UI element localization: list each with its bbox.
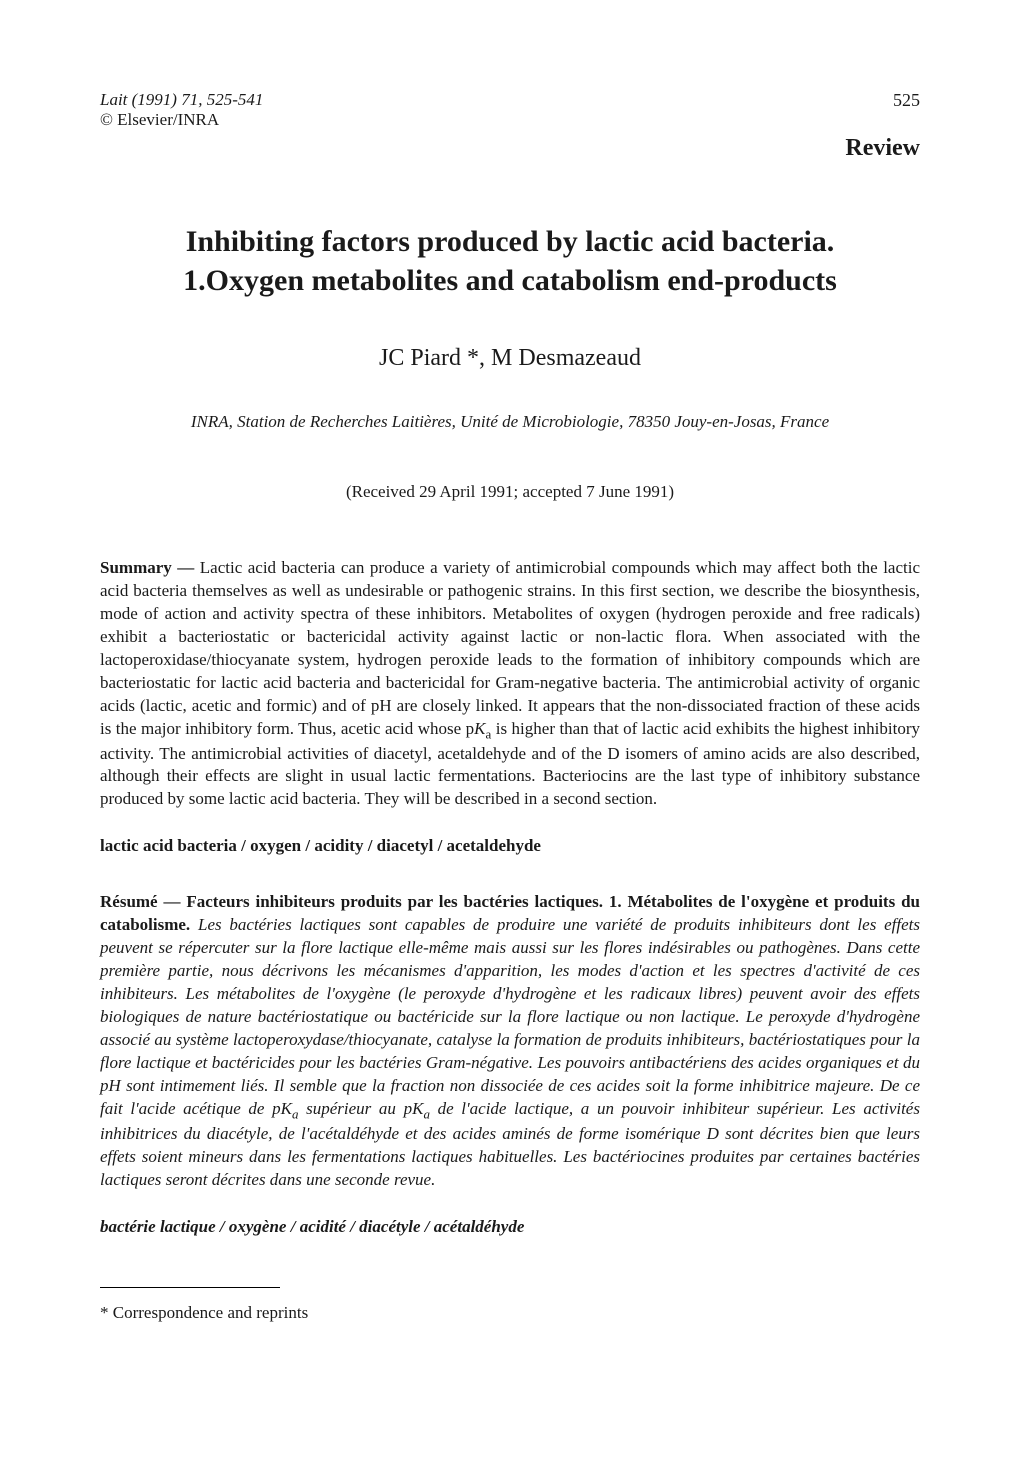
pka-K-fr2: K (412, 1099, 423, 1118)
received-accepted-dates: (Received 29 April 1991; accepted 7 June… (100, 482, 920, 502)
journal-citation: Lait (1991) 71, 525-541 (100, 90, 263, 110)
title-line-2: 1.Oxygen metabolites and catabolism end-… (183, 264, 837, 297)
summary-label: Summary — (100, 558, 194, 577)
pka-K-fr1: K (281, 1099, 292, 1118)
resume-block: Résumé — Facteurs inhibiteurs produits p… (100, 891, 920, 1191)
resume-body-2: supérieur au p (298, 1099, 412, 1118)
article-title: Inhibiting factors produced by lactic ac… (100, 222, 920, 300)
keywords-english: lactic acid bacteria / oxygen / acidity … (100, 836, 920, 856)
summary-block: Summary — Lactic acid bacteria can produ… (100, 557, 920, 811)
keywords-french: bactérie lactique / oxygène / acidité / … (100, 1217, 920, 1237)
authors: JC Piard *, M Desmazeaud (100, 345, 920, 372)
resume-label: Résumé — (100, 892, 180, 911)
footnote-separator (100, 1287, 280, 1288)
affiliation: INRA, Station de Recherches Laitières, U… (100, 412, 920, 432)
pka-symbol: K (474, 719, 485, 738)
journal-block: Lait (1991) 71, 525-541 © Elsevier/INRA (100, 90, 263, 130)
copyright: © Elsevier/INRA (100, 110, 263, 130)
journal-citation-text: Lait (1991) 71, 525-541 (100, 90, 263, 109)
article-type: Review (100, 135, 920, 162)
header-row: Lait (1991) 71, 525-541 © Elsevier/INRA … (100, 90, 920, 130)
summary-text-1: Lactic acid bacteria can produce a varie… (100, 558, 920, 738)
resume-body-1: Les bactéries lactiques sont capables de… (100, 915, 920, 1118)
page-number: 525 (893, 90, 920, 111)
title-line-1: Inhibiting factors produced by lactic ac… (186, 225, 835, 258)
correspondence-footnote: * Correspondence and reprints (100, 1303, 920, 1323)
